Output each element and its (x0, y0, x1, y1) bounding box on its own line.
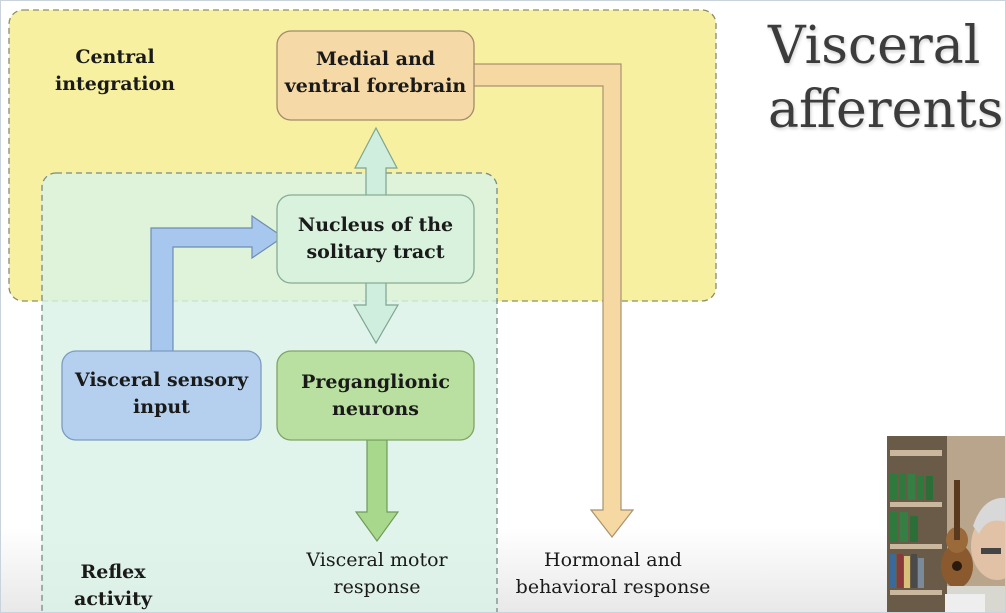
forebrain-box (276, 30, 475, 121)
preganglionic-box (276, 350, 475, 441)
sensory-input-arrow (150, 214, 285, 353)
sensory-box (61, 350, 262, 441)
preganglionic-label: Preganglionic neurons (301, 371, 450, 420)
preganglionic-output-arrow (354, 439, 400, 543)
reflex-activity-label: Reflex activity (74, 561, 152, 610)
nucleus-preganglionic-arrow (352, 279, 400, 345)
nucleus-label: Nucleus of the solitary tract (297, 214, 454, 263)
hormonal-behavioral-response-label: Hormonal and behavioral response (515, 549, 711, 598)
forebrain-label: Medial and ventral forebrain (284, 48, 467, 97)
forebrain-output-arrow (471, 63, 635, 538)
slide-title: Visceral afferents (768, 16, 1004, 140)
webcam-image (887, 436, 1006, 613)
sensory-label: Visceral sensory input (74, 369, 249, 418)
central-integration-label: Central integration (55, 46, 175, 95)
presenter-webcam (887, 436, 1006, 613)
visceral-motor-response-label: Visceral motor response (306, 549, 448, 598)
nucleus-box (276, 194, 475, 284)
